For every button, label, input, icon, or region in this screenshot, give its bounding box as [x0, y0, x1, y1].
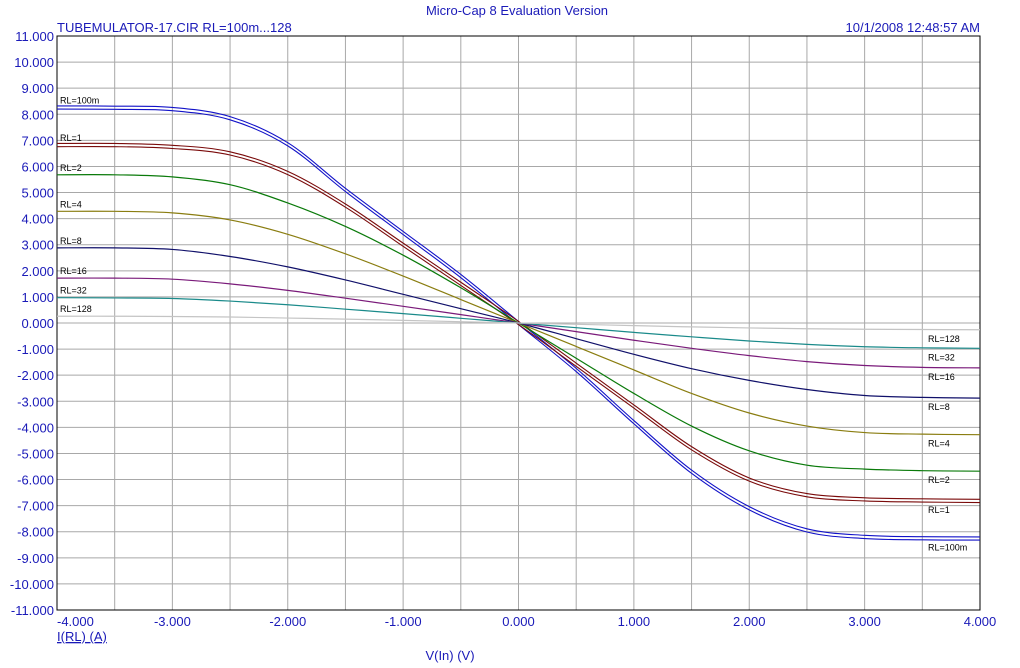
- series-label-left: RL=4: [60, 199, 82, 209]
- x-tick-label: -2.000: [269, 614, 306, 629]
- series-label-right: RL=2: [928, 475, 950, 485]
- series-label-left: RL=2: [60, 163, 82, 173]
- y-tick-label: 1.000: [21, 290, 54, 305]
- x-tick-label: 1.000: [618, 614, 651, 629]
- series-label-left: RL=1: [60, 133, 82, 143]
- file-title: TUBEMULATOR-17.CIR RL=100m...128: [57, 20, 292, 35]
- series-label-right: RL=4: [928, 439, 950, 449]
- y-tick-label: 0.000: [21, 316, 54, 331]
- y-tick-label: 8.000: [21, 107, 54, 122]
- y-tick-label: -8.000: [17, 525, 54, 540]
- y-tick-label: 10.000: [14, 55, 54, 70]
- tick-labels: 11.000 10.000 9.000 8.000 7.000 6.000 5.000 4.0…: [10, 29, 996, 629]
- y-tick-label: -4.000: [17, 420, 54, 435]
- y-tick-label: -9.000: [17, 551, 54, 566]
- series-label-right: RL=100m: [928, 543, 967, 553]
- y-axis-label: I(RL) (A): [57, 629, 107, 644]
- x-tick-label: -3.000: [154, 614, 191, 629]
- series-label-left: RL=128: [60, 304, 92, 314]
- x-tick-label: 2.000: [733, 614, 766, 629]
- y-tick-label: 7.000: [21, 133, 54, 148]
- x-tick-label: -4.000: [57, 614, 94, 629]
- y-tick-label: -3.000: [17, 394, 54, 409]
- y-tick-label: 9.000: [21, 81, 54, 96]
- curve-labels: RL=100m RL=100m RL=1 RL=1 RL=2 RL=2 RL=4 RL=4 RL…: [60, 95, 967, 552]
- series-label-left: RL=16: [60, 266, 87, 276]
- series-label-left: RL=8: [60, 236, 82, 246]
- x-tick-label: -1.000: [385, 614, 422, 629]
- x-axis-label: V(In) (V): [425, 648, 474, 663]
- series-label-right: RL=16: [928, 372, 955, 382]
- y-tick-label: -2.000: [17, 368, 54, 383]
- series-line: [56, 145, 981, 504]
- series-label-left: RL=100m: [60, 95, 99, 105]
- series-line: [56, 142, 981, 500]
- y-tick-label: 6.000: [21, 159, 54, 174]
- x-tick-label: 4.000: [964, 614, 997, 629]
- y-tick-label: -7.000: [17, 499, 54, 514]
- y-tick-label: 3.000: [21, 238, 54, 253]
- app-title: Micro-Cap 8 Evaluation Version: [426, 3, 608, 18]
- y-tick-label: 2.000: [21, 264, 54, 279]
- plot-frame: [56, 35, 981, 611]
- x-tick-label: 0.000: [502, 614, 535, 629]
- series-label-right: RL=32: [928, 352, 955, 362]
- series-label-right: RL=1: [928, 505, 950, 515]
- y-tick-label: 11.000: [15, 29, 54, 44]
- y-tick-label: -11.000: [11, 603, 54, 618]
- series-label-right: RL=128: [928, 334, 960, 344]
- y-tick-label: -5.000: [17, 446, 54, 461]
- y-tick-label: -10.000: [10, 577, 54, 592]
- timestamp: 10/1/2008 12:48:57 AM: [846, 20, 980, 35]
- y-tick-label: -1.000: [17, 342, 54, 357]
- x-tick-label: 3.000: [848, 614, 881, 629]
- curves: [56, 105, 981, 541]
- series-label-left: RL=32: [60, 286, 87, 296]
- series-line: [56, 315, 981, 331]
- series-label-right: RL=8: [928, 402, 950, 412]
- y-tick-label: 5.000: [21, 186, 54, 201]
- grid: [56, 35, 981, 611]
- y-tick-label: 4.000: [21, 212, 54, 227]
- y-tick-label: -6.000: [17, 473, 54, 488]
